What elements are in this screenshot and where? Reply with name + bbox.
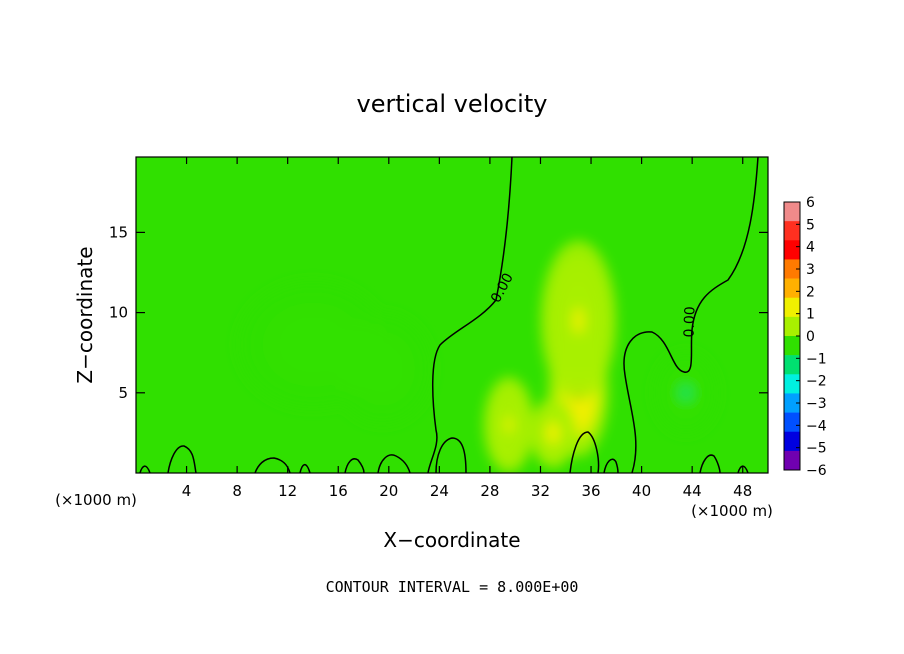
colorbar-swatch (784, 221, 800, 241)
contour-line (299, 464, 311, 473)
colorbar-label: 3 (806, 262, 815, 278)
contour-line (603, 458, 619, 473)
contour-label: 0.00 (681, 306, 698, 338)
contour-line (167, 445, 197, 473)
x-axis-label: X−coordinate (383, 528, 520, 552)
contour-line (344, 458, 365, 473)
y-tick-label: 5 (118, 384, 128, 402)
colorbar-swatch (784, 374, 800, 394)
y-tick-label: 10 (109, 304, 128, 322)
plot-area: 0.00 0.00 (136, 157, 768, 473)
colorbar-swatch (784, 240, 800, 260)
colorbar-label: −5 (806, 441, 827, 457)
colorbar: 6 5 4 3 2 1 0 −1 −2 −3 −4 −5 −6 (783, 195, 827, 479)
colorbar-label: −6 (806, 463, 827, 479)
colorbar-label: 2 (806, 284, 815, 300)
x-tick-label: 28 (480, 482, 499, 500)
colorbar-swatch (784, 431, 800, 452)
contour-line (435, 437, 467, 473)
x-tick-label: 48 (733, 482, 752, 500)
velocity-field (237, 240, 719, 473)
colorbar-label: −3 (806, 396, 827, 412)
contour-line (427, 157, 513, 473)
colorbar-label: −1 (806, 351, 827, 367)
x-tick-label: 40 (632, 482, 651, 500)
colorbar-label: −4 (806, 418, 827, 434)
colorbar-swatch (784, 450, 800, 471)
velocity-blob (572, 307, 585, 334)
colorbar-swatch (784, 393, 800, 413)
x-tick-label: 4 (182, 482, 192, 500)
velocity-blob (680, 385, 692, 400)
colorbar-label: 1 (806, 307, 815, 323)
chart-title: vertical velocity (357, 90, 548, 118)
plot-frame (135, 156, 769, 474)
contour-interval-note: CONTOUR INTERVAL = 8.000E+00 (326, 578, 579, 596)
contour-line (139, 465, 151, 473)
colorbar-label: −2 (806, 374, 827, 390)
x-tick-label: 16 (329, 482, 348, 500)
contour-line (569, 431, 600, 473)
colorbar-swatch (784, 297, 800, 318)
colorbar-swatch (784, 278, 800, 299)
colorbar-label: 4 (806, 240, 815, 256)
x-tick-label: 36 (581, 482, 600, 500)
velocity-blob (504, 416, 514, 433)
x-tick-label: 8 (232, 482, 242, 500)
colorbar-label: 5 (806, 217, 815, 233)
velocity-blob (549, 427, 557, 439)
colorbar-swatch (784, 259, 800, 279)
colorbar-swatch (784, 202, 800, 222)
x-unit-left: (×1000 m) (55, 491, 137, 509)
x-tick-label: 20 (379, 482, 398, 500)
contour-line (699, 454, 721, 473)
colorbar-swatch (784, 355, 800, 375)
x-tick-label: 12 (278, 482, 297, 500)
x-tick-label: 32 (531, 482, 550, 500)
y-tick-label: 15 (109, 223, 128, 241)
x-tick-label: 24 (430, 482, 449, 500)
colorbar-swatch (784, 316, 800, 337)
x-tick-label: 44 (683, 482, 702, 500)
contour-line (623, 157, 759, 473)
velocity-blob (300, 333, 326, 356)
x-unit-right: (×1000 m) (691, 502, 773, 520)
zero-contours (139, 157, 759, 473)
y-axis-label: Z−coordinate (73, 246, 97, 383)
colorbar-swatch (784, 412, 800, 433)
contour-line (377, 454, 411, 473)
colorbar-label: 0 (806, 329, 815, 345)
colorbar-label: 6 (806, 195, 815, 211)
colorbar-swatch (784, 336, 800, 356)
